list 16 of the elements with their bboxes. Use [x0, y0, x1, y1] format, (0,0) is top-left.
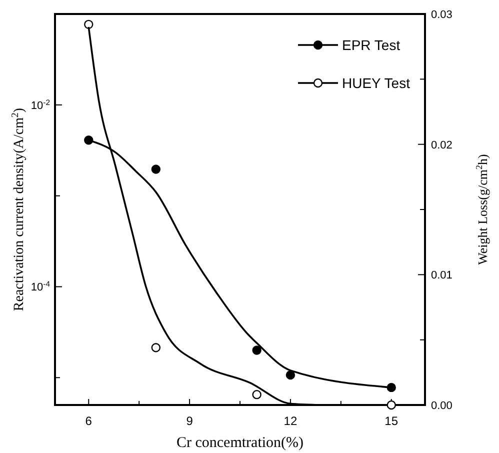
point [151, 164, 161, 174]
legend-label: EPR Test [342, 37, 400, 53]
y-tick-label: 10$^{-2}$ [30, 97, 50, 112]
legend-label: HUEY Test [342, 75, 410, 91]
y2-tick-label: 0.00 [431, 400, 452, 412]
x-tick-label: 9 [186, 414, 194, 428]
x-tick-label: 6 [85, 414, 92, 428]
x-axis-title: Cr concemtration(%) [176, 435, 304, 451]
point [252, 346, 262, 355]
y2-tick-label: 0.03 [431, 9, 452, 21]
x-tick-label: 15 [384, 414, 398, 428]
point [286, 370, 296, 380]
x-tick-label: 12 [284, 414, 298, 428]
y2-tick-label: 0.02 [431, 139, 452, 152]
y-tick-label: 10$^{-4}$ [30, 279, 51, 294]
y2-tick-label: 0.01 [431, 270, 452, 282]
